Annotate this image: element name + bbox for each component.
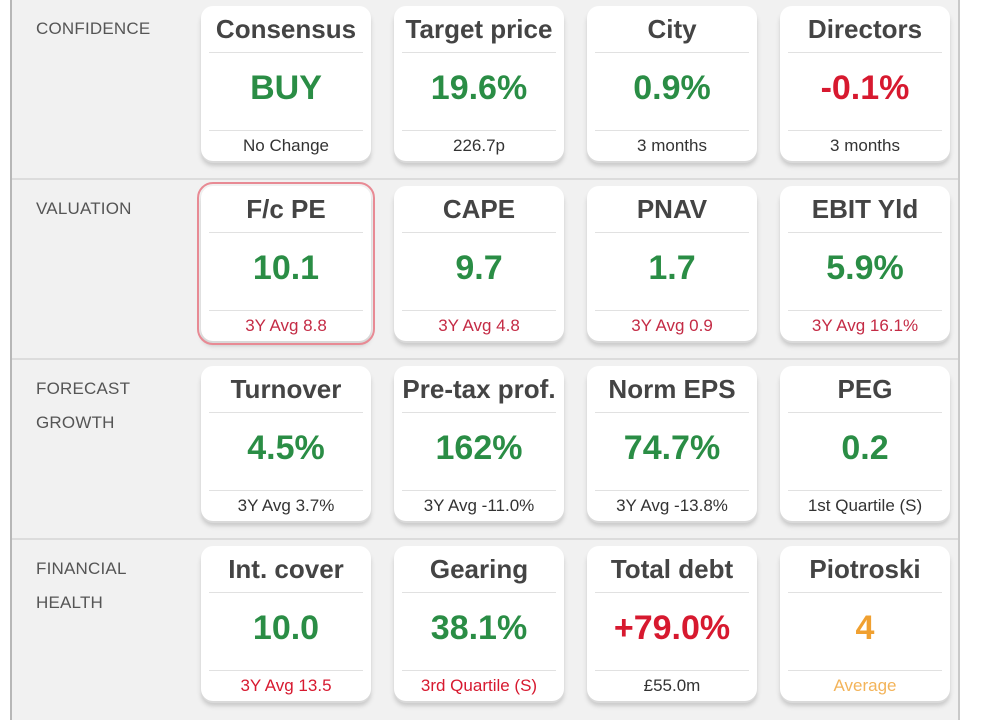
card-turnover[interactable]: Turnover 4.5% 3Y Avg 3.7% (201, 366, 371, 521)
card-title: PEG (788, 366, 942, 413)
card-footnote: Average (788, 670, 942, 701)
card-title: Turnover (209, 366, 363, 413)
section-financial-health: FINANCIAL HEALTH Int. cover 10.0 3Y Avg … (12, 540, 958, 720)
section-label: CONFIDENCE (36, 19, 151, 38)
card-pnav[interactable]: PNAV 1.7 3Y Avg 0.9 (587, 186, 757, 341)
section-label: FINANCIAL HEALTH (36, 552, 127, 620)
card-title: Norm EPS (595, 366, 749, 413)
card-title: Consensus (209, 6, 363, 53)
section-forecast-growth: FORECAST GROWTH Turnover 4.5% 3Y Avg 3.7… (12, 360, 958, 540)
card-title: Target price (402, 6, 556, 53)
card-value: 1.7 (648, 249, 696, 287)
card-footnote: No Change (209, 130, 363, 161)
card-footnote: 3Y Avg 8.8 (209, 310, 363, 341)
card-ebit-yld[interactable]: EBIT Yld 5.9% 3Y Avg 16.1% (780, 186, 950, 341)
section-label-line: HEALTH (36, 593, 104, 612)
card-title: Directors (788, 6, 942, 53)
card-title: Int. cover (209, 546, 363, 593)
card-value: 10.0 (252, 609, 320, 647)
card-title: F/c PE (209, 186, 363, 233)
card-footnote: 3 months (788, 130, 942, 161)
card-total-debt[interactable]: Total debt +79.0% £55.0m (587, 546, 757, 701)
section-label-line: FINANCIAL (36, 559, 127, 578)
card-footnote: 3Y Avg 3.7% (209, 490, 363, 521)
card-value: 38.1% (430, 609, 528, 647)
card-value: 162% (435, 429, 523, 467)
section-label: FORECAST GROWTH (36, 372, 130, 440)
card-value: -0.1% (820, 69, 910, 107)
card-value: 4.5% (247, 429, 325, 467)
card-title: PNAV (595, 186, 749, 233)
section-confidence: CONFIDENCE Consensus BUY No Change Targe… (12, 0, 958, 180)
card-value: BUY (250, 69, 322, 107)
card-city[interactable]: City 0.9% 3 months (587, 6, 757, 161)
section-label: VALUATION (36, 199, 132, 218)
section-label-line: FORECAST (36, 379, 131, 398)
card-peg[interactable]: PEG 0.2 1st Quartile (S) (780, 366, 950, 521)
card-value: 74.7% (623, 429, 721, 467)
card-footnote: 226.7p (402, 130, 556, 161)
card-footnote: 3Y Avg -11.0% (402, 490, 556, 521)
card-norm-eps[interactable]: Norm EPS 74.7% 3Y Avg -13.8% (587, 366, 757, 521)
card-value: 19.6% (430, 69, 528, 107)
card-title: Pre-tax prof. (402, 366, 556, 413)
card-pre-tax-profit[interactable]: Pre-tax prof. 162% 3Y Avg -11.0% (394, 366, 564, 521)
card-footnote: 3rd Quartile (S) (402, 670, 556, 701)
card-consensus[interactable]: Consensus BUY No Change (201, 6, 371, 161)
card-value: 0.2 (841, 429, 889, 467)
card-target-price[interactable]: Target price 19.6% 226.7p (394, 6, 564, 161)
card-value: +79.0% (613, 609, 731, 647)
card-value: 9.7 (455, 249, 503, 287)
dashboard-panel: CONFIDENCE Consensus BUY No Change Targe… (10, 0, 960, 720)
section-valuation: VALUATION F/c PE 10.1 3Y Avg 8.8 CAPE 9.… (12, 180, 958, 360)
card-int-cover[interactable]: Int. cover 10.0 3Y Avg 13.5 (201, 546, 371, 701)
card-value: 5.9% (826, 249, 904, 287)
card-value: 4 (855, 609, 875, 647)
card-directors[interactable]: Directors -0.1% 3 months (780, 6, 950, 161)
section-label-line: GROWTH (36, 413, 115, 432)
card-fc-pe[interactable]: F/c PE 10.1 3Y Avg 8.8 (197, 182, 375, 345)
card-title: Total debt (595, 546, 749, 593)
card-title: Gearing (402, 546, 556, 593)
card-footnote: 3Y Avg 13.5 (209, 670, 363, 701)
card-cape[interactable]: CAPE 9.7 3Y Avg 4.8 (394, 186, 564, 341)
card-title: Piotroski (788, 546, 942, 593)
card-footnote: 3Y Avg 16.1% (788, 310, 942, 341)
card-footnote: £55.0m (595, 670, 749, 701)
card-title: City (595, 6, 749, 53)
card-title: CAPE (402, 186, 556, 233)
card-gearing[interactable]: Gearing 38.1% 3rd Quartile (S) (394, 546, 564, 701)
card-piotroski[interactable]: Piotroski 4 Average (780, 546, 950, 701)
card-value: 10.1 (252, 249, 320, 287)
card-title: EBIT Yld (788, 186, 942, 233)
card-footnote: 3Y Avg -13.8% (595, 490, 749, 521)
card-footnote: 3Y Avg 4.8 (402, 310, 556, 341)
card-value: 0.9% (633, 69, 711, 107)
card-footnote: 3Y Avg 0.9 (595, 310, 749, 341)
card-footnote: 1st Quartile (S) (788, 490, 942, 521)
card-footnote: 3 months (595, 130, 749, 161)
